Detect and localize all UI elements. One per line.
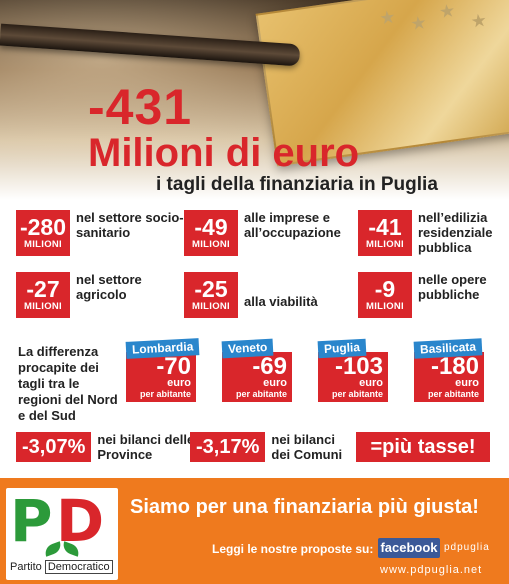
- pd-logo-p-letter: P: [10, 487, 53, 555]
- budget-item-province: -3,07% nei bilanci delle Province: [16, 432, 201, 462]
- cut-value: -41: [368, 214, 402, 240]
- party-name-word1: Partito: [10, 561, 42, 573]
- region-per-capita: per abitante: [427, 389, 479, 399]
- budget-item-comuni: -3,17% nei bilanci dei Comuni: [190, 432, 351, 462]
- cut-value-box: -41 MILIONI: [358, 210, 412, 256]
- region-value-box: -103 euro per abitante: [318, 352, 388, 402]
- region-per-capita: per abitante: [235, 389, 287, 399]
- tax-slogan: =più tasse!: [356, 432, 490, 462]
- cut-value: -9: [374, 276, 396, 302]
- budget-description: nei bilanci delle Province: [97, 432, 195, 462]
- region-card-basilicata: Basilicata -180 euro per abitante: [413, 338, 484, 402]
- cut-unit: MILIONI: [192, 301, 230, 312]
- facebook-logo-link[interactable]: facebook: [378, 538, 440, 558]
- cut-value: -27: [26, 276, 60, 302]
- party-name: Partito Democratico: [10, 560, 113, 574]
- cut-value-box: -49 MILIONI: [184, 210, 238, 256]
- cut-description: alle imprese e all’occupazione: [244, 210, 341, 240]
- region-value: -103: [334, 353, 383, 380]
- region-card-lombardia: Lombardia -70 euro per abitante: [125, 338, 200, 402]
- region-value: -69: [252, 353, 287, 380]
- footer-slogan: Siamo per una finanziaria più giusta!: [130, 496, 479, 518]
- headline-subtitle: i tagli della finanziaria in Puglia: [156, 174, 438, 195]
- cut-description: alla viabilità: [244, 294, 318, 309]
- region-currency: euro: [455, 377, 479, 389]
- hero-image: ★ ★ ★ ★: [0, 0, 509, 200]
- cut-description: nelle opere pubbliche: [418, 272, 487, 302]
- cut-value: -25: [194, 276, 228, 302]
- cut-item: -41 MILIONI nell’edilizia residenziale p…: [358, 210, 504, 256]
- cut-unit: MILIONI: [366, 239, 404, 250]
- pd-logo: P D Partito Democratico: [6, 488, 118, 580]
- proposals-text: Leggi le nostre proposte su:: [212, 542, 374, 556]
- comparison-text: La differenza procapite dei tagli tra le…: [18, 344, 118, 423]
- region-value-box: -69 euro per abitante: [222, 352, 292, 402]
- budget-description: nei bilanci dei Comuni: [271, 432, 343, 462]
- cut-value-box: -25 MILIONI: [184, 272, 238, 318]
- cut-value-box: -9 MILIONI: [358, 272, 412, 318]
- cut-description: nel settore agricolo: [76, 272, 142, 302]
- headline-unit: Milioni di euro: [88, 131, 360, 175]
- facebook-username[interactable]: pdpuglia: [444, 542, 490, 553]
- footer-banner: P D Partito Democratico Siamo per una fi…: [0, 478, 509, 584]
- budget-value: -3,07%: [16, 432, 92, 462]
- star-icon: ★: [469, 9, 489, 32]
- cut-value-box: -280 MILIONI: [16, 210, 70, 256]
- region-value: -180: [430, 353, 479, 380]
- star-icon: ★: [378, 6, 397, 29]
- cut-item: -49 MILIONI alle imprese e all’occupazio…: [184, 210, 354, 256]
- cut-item: -25 MILIONI alla viabilità: [184, 272, 354, 318]
- region-name: Puglia: [317, 338, 367, 359]
- region-value-box: -70 euro per abitante: [126, 352, 196, 402]
- cut-value: -49: [194, 214, 228, 240]
- cut-item: -280 MILIONI nel settore socio-sanitario: [16, 210, 186, 256]
- cut-unit: MILIONI: [192, 239, 230, 250]
- region-per-capita: per abitante: [139, 389, 191, 399]
- region-value-box: -180 euro per abitante: [414, 352, 484, 402]
- region-currency: euro: [263, 377, 287, 389]
- cut-description: nell’edilizia residenziale pubblica: [418, 210, 493, 255]
- cut-unit: MILIONI: [24, 301, 62, 312]
- star-icon: ★: [409, 12, 428, 35]
- party-name-word2: Democratico: [44, 560, 113, 574]
- star-icon: ★: [437, 0, 457, 23]
- region-per-capita: per abitante: [331, 389, 383, 399]
- cut-description: nel settore socio-sanitario: [76, 210, 184, 240]
- region-name: Basilicata: [413, 338, 483, 359]
- region-name: Veneto: [221, 338, 274, 359]
- region-currency: euro: [167, 377, 191, 389]
- region-card-veneto: Veneto -69 euro per abitante: [221, 338, 292, 402]
- budget-value: -3,17%: [190, 432, 266, 462]
- website-link[interactable]: www.pdpuglia.net: [380, 564, 483, 576]
- cut-value: -280: [19, 214, 67, 240]
- cut-value-box: -27 MILIONI: [16, 272, 70, 318]
- cut-item: -9 MILIONI nelle opere pubbliche: [358, 272, 504, 318]
- region-value: -70: [156, 353, 191, 380]
- cut-unit: MILIONI: [366, 301, 404, 312]
- region-currency: euro: [359, 377, 383, 389]
- headline-number: -431: [88, 79, 193, 135]
- region-card-puglia: Puglia -103 euro per abitante: [317, 338, 388, 402]
- cut-unit: MILIONI: [24, 239, 62, 250]
- cut-item: -27 MILIONI nel settore agricolo: [16, 272, 186, 318]
